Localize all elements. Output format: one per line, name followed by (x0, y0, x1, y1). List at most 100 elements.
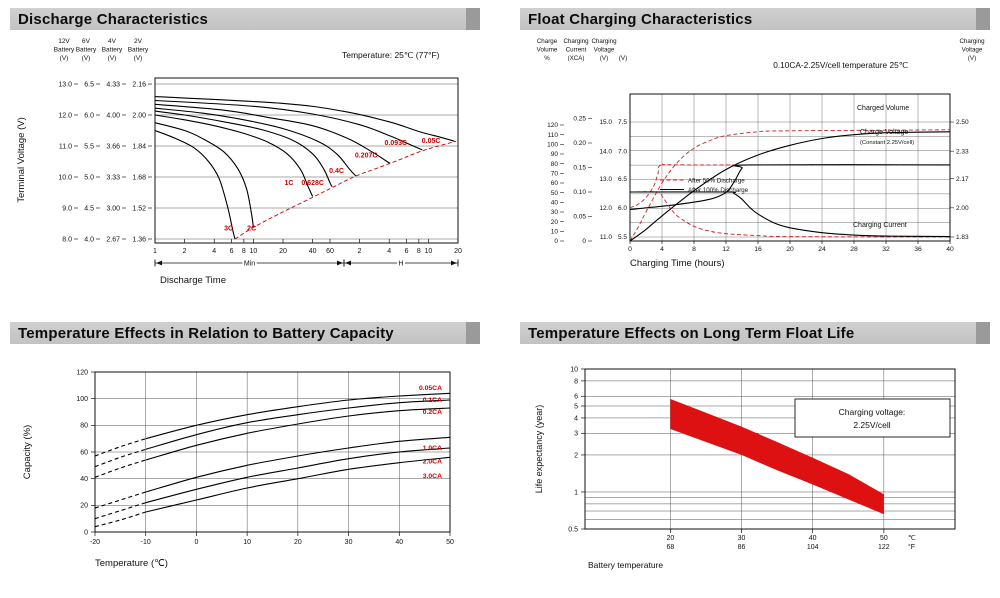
x-tick-label: 4 (212, 248, 216, 255)
rate-label: 0.1CA (423, 397, 442, 404)
curve-label: Charged Volume (857, 105, 909, 112)
rate-label: 0.2CA (423, 409, 442, 416)
x-tick-label: 8 (417, 248, 421, 255)
discharge-curve-0.628C (155, 110, 333, 187)
voltage-tick-label: 5.5 (618, 234, 627, 241)
y-tick-label: 6.0 (84, 112, 94, 119)
y-tick-label: 80 (80, 423, 88, 430)
discharge-characteristics-chart: 12VBattery(V)6VBattery(V)4VBattery(V)2VB… (16, 38, 462, 286)
y-tick-label: 20 (80, 503, 88, 510)
axis-header: Charging (563, 38, 589, 45)
c-rate-label: 2C (247, 225, 256, 232)
title-bar-cap (976, 8, 990, 30)
y-tick-label: 60 (80, 449, 88, 456)
discharge-curve-0.093C (155, 99, 423, 151)
volume-tick-label: 100 (547, 142, 558, 149)
panel-title-bar: Temperature Effects in Relation to Batte… (10, 322, 480, 344)
axis-header: Current (566, 47, 587, 54)
x-tick-label: 0 (194, 539, 198, 546)
voltage-tick-label: 7.0 (618, 148, 627, 155)
panel-float-charging: Float Charging Characteristics Charge Vol… (520, 8, 990, 302)
float-curve-charging-current-50 (630, 191, 950, 238)
y-tick-label: 4.33 (106, 81, 120, 88)
discharge-curve-3C (155, 129, 236, 240)
axis-header: Charging (591, 38, 617, 45)
x-tick-label-fahrenheit: 86 (738, 544, 746, 551)
x-tick-label: -20 (90, 539, 100, 546)
discharge-curve-1C (155, 114, 314, 197)
annotation-line: 2.25V/cell (853, 420, 890, 430)
discharge-curve-0.207C (155, 103, 391, 164)
float-life-chart: 1086543210.5206830864010450122℃°FChargin… (534, 366, 956, 570)
axis-header: % (544, 55, 550, 62)
x-tick-label: 20 (786, 246, 794, 253)
c-rate-label: 0.207C (355, 153, 378, 160)
x-tick-label: 40 (395, 539, 403, 546)
capacity-curve-0.05CA (145, 392, 450, 440)
voltage-tick-label: 6.0 (618, 205, 627, 212)
y-tick-label: 9.0 (62, 205, 72, 212)
y-tick-label: 10 (570, 366, 578, 373)
y-axis-header: (V) (82, 55, 91, 62)
y-tick-label: 2 (574, 452, 578, 459)
temperature-annotation: Temperature: 25℃ (77°F) (342, 50, 440, 60)
y-axis-header: Battery (128, 47, 149, 54)
right-voltage-tick-label: 2.00 (956, 205, 969, 212)
capacity-curve-dashed-0.2CA (95, 459, 146, 478)
capacity-curve-dashed-0.05CA (95, 438, 146, 457)
x-unit-label: H (398, 261, 403, 268)
rate-label: 1.0CA (423, 445, 442, 452)
axis-header: Voltage (962, 47, 983, 54)
c-rate-label: 1C (285, 180, 294, 187)
y-axis-header: 2V (134, 38, 143, 45)
x-axis-title: Temperature (℃) (95, 558, 168, 569)
y-tick-label: 1.52 (132, 205, 146, 212)
temp-capacity-chart: 0 20 40 60 80 100 120 -20 -10 0 10 20 30 40 50 0.05CA 0.… (22, 369, 454, 569)
panel-title: Temperature Effects in Relation to Batte… (18, 324, 394, 342)
rate-label: 2.0CA (423, 458, 442, 465)
x-tick-label: 40 (946, 246, 954, 253)
y-tick-label: 1 (574, 489, 578, 496)
y-axis-title: Life expectancy (year) (534, 405, 544, 494)
y-tick-label: 4.5 (84, 205, 94, 212)
x-unit-label: Min (244, 261, 255, 268)
panel-temp-capacity: Temperature Effects in Relation to Batte… (10, 322, 480, 584)
c-rate-label: 0.05C (422, 138, 441, 145)
y-axis-header: 12V (58, 38, 70, 45)
right-voltage-tick-label: 1.83 (956, 234, 969, 241)
capacity-curve-3.0CA (145, 456, 450, 513)
x-tick-label: 0 (628, 246, 632, 253)
y-tick-label: 120 (76, 369, 88, 376)
capacity-curve-0.2CA (145, 407, 450, 461)
x-tick-label-celsius: 50 (880, 535, 888, 542)
volume-tick-label: 80 (551, 161, 559, 168)
y-tick-label: 8.0 (62, 236, 72, 243)
title-bar-cap (976, 322, 990, 344)
y-tick-label: 1.84 (132, 143, 146, 150)
y-axis-title: Terminal Voltage (V) (16, 117, 27, 203)
y-tick-label: 0 (84, 529, 88, 536)
x-tick-label: 8 (692, 246, 696, 253)
x-tick-label: 20 (279, 248, 287, 255)
volume-tick-label: 120 (547, 122, 558, 129)
x-tick-label: 12 (722, 246, 730, 253)
legend-label: After 100% Discharge (688, 187, 749, 194)
y-axis-header: 4V (108, 38, 117, 45)
x-axis-title: Charging Time (hours) (630, 258, 725, 269)
float-life-band (670, 399, 884, 515)
y-tick-label: 3 (574, 431, 578, 438)
x-tick-label: 6 (405, 248, 409, 255)
voltage-tick-label: 11.0 (600, 234, 613, 241)
axis-header: Volume (537, 47, 558, 54)
volume-tick-label: 110 (548, 132, 559, 139)
axis-header: (V) (968, 55, 976, 62)
volume-tick-label: 90 (551, 151, 559, 158)
x-tick-label: 8 (242, 248, 246, 255)
curve-label: Charging Current (853, 222, 907, 229)
x-tick-label: 10 (243, 539, 251, 546)
y-tick-label: 3.33 (106, 174, 120, 181)
c-rate-label: 0.4C (329, 168, 344, 175)
y-tick-label: 3.66 (106, 143, 120, 150)
x-tick-label-celsius: 20 (666, 535, 674, 542)
x-unit-celsius: ℃ (908, 535, 916, 542)
